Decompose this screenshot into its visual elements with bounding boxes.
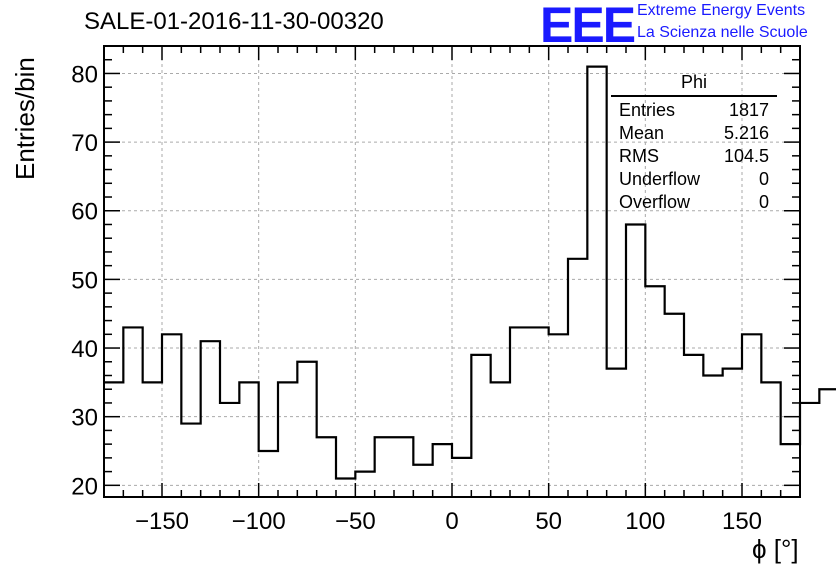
- histogram-bin: [607, 369, 626, 497]
- histogram-bin: [587, 67, 606, 497]
- histogram-bin: [529, 327, 548, 497]
- stats-row-rms: RMS 104.5: [609, 145, 779, 168]
- histogram-outline: [104, 65, 836, 480]
- histogram-bars: [104, 65, 836, 497]
- eee-logo: EEE: [540, 0, 636, 53]
- histogram-bin: [317, 437, 336, 497]
- stats-row-mean: Mean 5.216: [609, 122, 779, 145]
- stats-box: Phi Entries 1817 Mean 5.216 RMS 104.5 Under…: [609, 72, 779, 214]
- logo-caption-line2: La Scienza nelle Scuole: [637, 24, 808, 41]
- y-tick-label: 80: [71, 61, 98, 88]
- histogram-bin: [123, 327, 142, 497]
- histogram-bin: [781, 444, 800, 497]
- y-axis-label: Entries/bin: [10, 57, 40, 180]
- y-tick-label: 20: [71, 473, 98, 500]
- histogram-bin: [336, 478, 355, 497]
- histogram-bin: [162, 334, 181, 497]
- stats-box-name: Phi: [611, 72, 777, 97]
- y-tick-label: 60: [71, 199, 98, 226]
- histogram-bin: [761, 382, 780, 497]
- stats-label: Entries: [619, 100, 676, 120]
- x-tick-label: 0: [445, 508, 458, 535]
- y-tick-label: 70: [71, 130, 98, 157]
- tick-labels: −150 −100 −50 0 50 100 150 20 30 40 50 60 70 80: [71, 61, 762, 535]
- histogram-bin: [239, 382, 258, 497]
- stats-label: RMS: [619, 146, 659, 166]
- stats-label: Mean: [619, 123, 665, 143]
- histogram-bin: [800, 403, 819, 497]
- histogram-bin: [703, 375, 722, 497]
- y-tick-label: 30: [71, 405, 98, 432]
- histogram-bin: [510, 327, 529, 497]
- x-tick-label: −150: [135, 508, 189, 535]
- histogram-bin: [742, 334, 761, 497]
- histogram-bin: [819, 389, 836, 497]
- stats-value: 1817: [728, 100, 769, 120]
- histogram-bin: [375, 437, 394, 497]
- histogram-bin: [201, 341, 220, 497]
- histogram-bin: [220, 403, 239, 497]
- histogram-bin: [684, 355, 703, 497]
- histogram-bin: [104, 382, 123, 497]
- stats-value: 104.5: [723, 146, 769, 166]
- stats-row-underflow: Underflow 0: [609, 168, 779, 191]
- x-axis-label: ϕ [°]: [752, 534, 799, 564]
- grid-lines: [104, 46, 800, 497]
- histogram-bin: [645, 286, 664, 497]
- histogram-bin: [665, 314, 684, 497]
- stats-row-entries: Entries 1817: [609, 99, 779, 122]
- x-tick-label: 100: [625, 508, 665, 535]
- histogram-bin: [143, 382, 162, 497]
- stats-label: Overflow: [619, 192, 691, 212]
- chart-title: SALE-01-2016-11-30-00320: [84, 8, 384, 35]
- tick-marks: [103, 45, 801, 497]
- histogram-bin: [355, 472, 374, 497]
- histogram-bin: [568, 259, 587, 497]
- histogram-bin: [491, 382, 510, 497]
- x-tick-label: −100: [232, 508, 286, 535]
- x-tick-label: 50: [535, 508, 562, 535]
- histogram-bin: [297, 362, 316, 497]
- y-tick-label: 40: [71, 336, 98, 363]
- histogram-bin: [549, 334, 568, 497]
- x-tick-label: −50: [335, 508, 376, 535]
- stats-value: 0: [758, 169, 769, 189]
- y-tick-label: 50: [71, 267, 98, 294]
- logo-caption-line1: Extreme Energy Events: [637, 2, 806, 19]
- histogram-bin: [723, 369, 742, 497]
- x-tick-label: 150: [722, 508, 762, 535]
- stats-row-overflow: Overflow 0: [609, 191, 779, 214]
- histogram-bin: [626, 224, 645, 497]
- histogram-bin: [181, 424, 200, 497]
- histogram-bin: [259, 451, 278, 497]
- histogram-bin: [433, 444, 452, 497]
- stats-value: 0: [758, 192, 769, 212]
- histogram-bin: [278, 382, 297, 497]
- histogram-bin: [471, 355, 490, 497]
- histogram-bin: [452, 458, 471, 497]
- stats-value: 5.216: [723, 123, 769, 143]
- stats-label: Underflow: [619, 169, 701, 189]
- histogram-bin: [394, 437, 413, 497]
- histogram-bin: [413, 465, 432, 497]
